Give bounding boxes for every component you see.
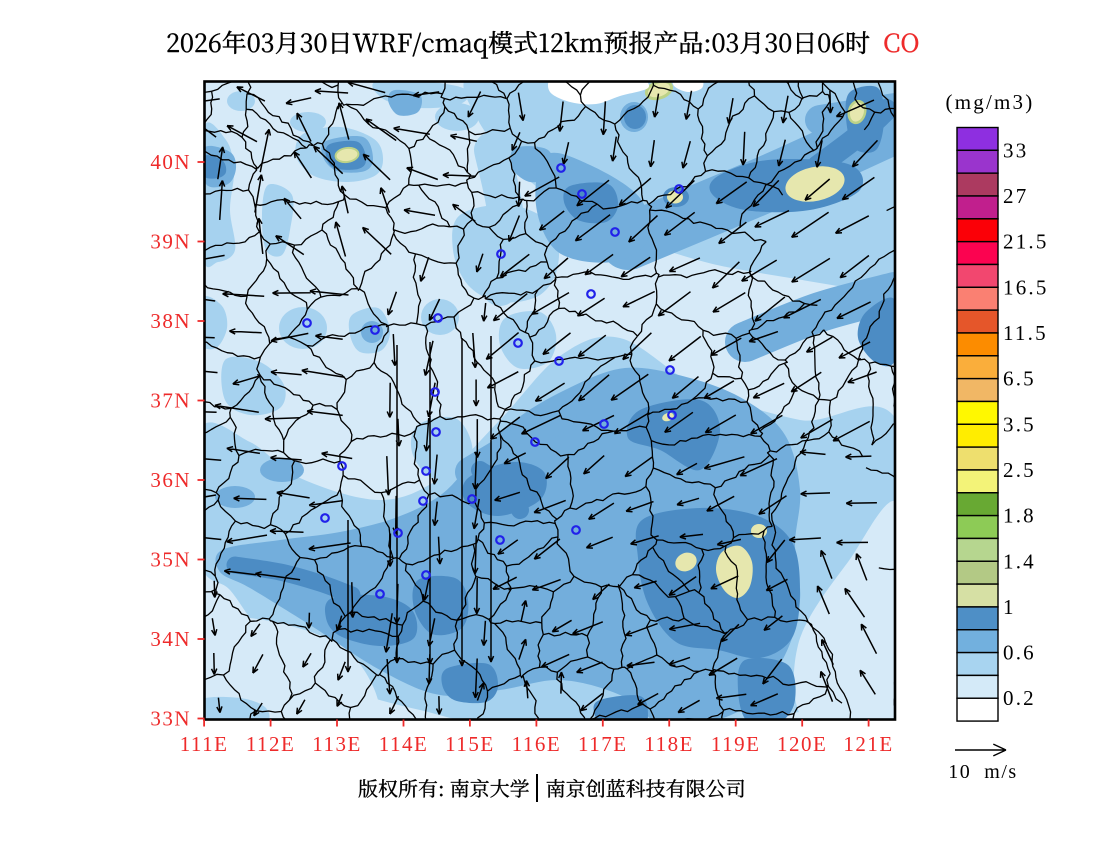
svg-text:21.5: 21.5 [1003, 230, 1049, 254]
svg-text:3.5: 3.5 [1003, 412, 1036, 436]
svg-text:0.2: 0.2 [1003, 686, 1036, 710]
svg-text:120E: 120E [777, 732, 827, 756]
svg-text:117E: 117E [578, 732, 628, 756]
svg-text:10 m/s: 10 m/s [948, 761, 1017, 783]
svg-text:6.5: 6.5 [1003, 367, 1036, 391]
svg-text:116E: 116E [512, 732, 562, 756]
svg-text:1.4: 1.4 [1003, 549, 1036, 573]
svg-text:33: 33 [1003, 138, 1028, 162]
svg-text:34N: 34N [150, 627, 191, 651]
svg-text:113E: 113E [312, 732, 362, 756]
svg-text:111E: 111E [180, 732, 229, 756]
svg-text:37N: 37N [150, 389, 191, 413]
svg-text:11.5: 11.5 [1003, 321, 1048, 345]
svg-text:16.5: 16.5 [1003, 275, 1049, 299]
svg-text:36N: 36N [150, 468, 191, 492]
svg-text:119E: 119E [711, 732, 761, 756]
svg-text:1: 1 [1003, 595, 1016, 619]
svg-text:35N: 35N [150, 548, 191, 572]
svg-text:33N: 33N [150, 707, 191, 731]
svg-text:0.6: 0.6 [1003, 641, 1036, 665]
svg-text:39N: 39N [150, 230, 191, 254]
svg-text:115E: 115E [445, 732, 495, 756]
svg-text:118E: 118E [644, 732, 694, 756]
svg-text:2.5: 2.5 [1003, 458, 1036, 482]
svg-text:112E: 112E [246, 732, 296, 756]
svg-text:(mg/m3): (mg/m3) [946, 90, 1035, 114]
svg-text:40N: 40N [150, 150, 191, 174]
svg-text:121E: 121E [843, 732, 893, 756]
svg-text:38N: 38N [150, 309, 191, 333]
svg-text:114E: 114E [379, 732, 429, 756]
svg-text:1.8: 1.8 [1003, 504, 1036, 528]
svg-text:27: 27 [1003, 184, 1028, 208]
